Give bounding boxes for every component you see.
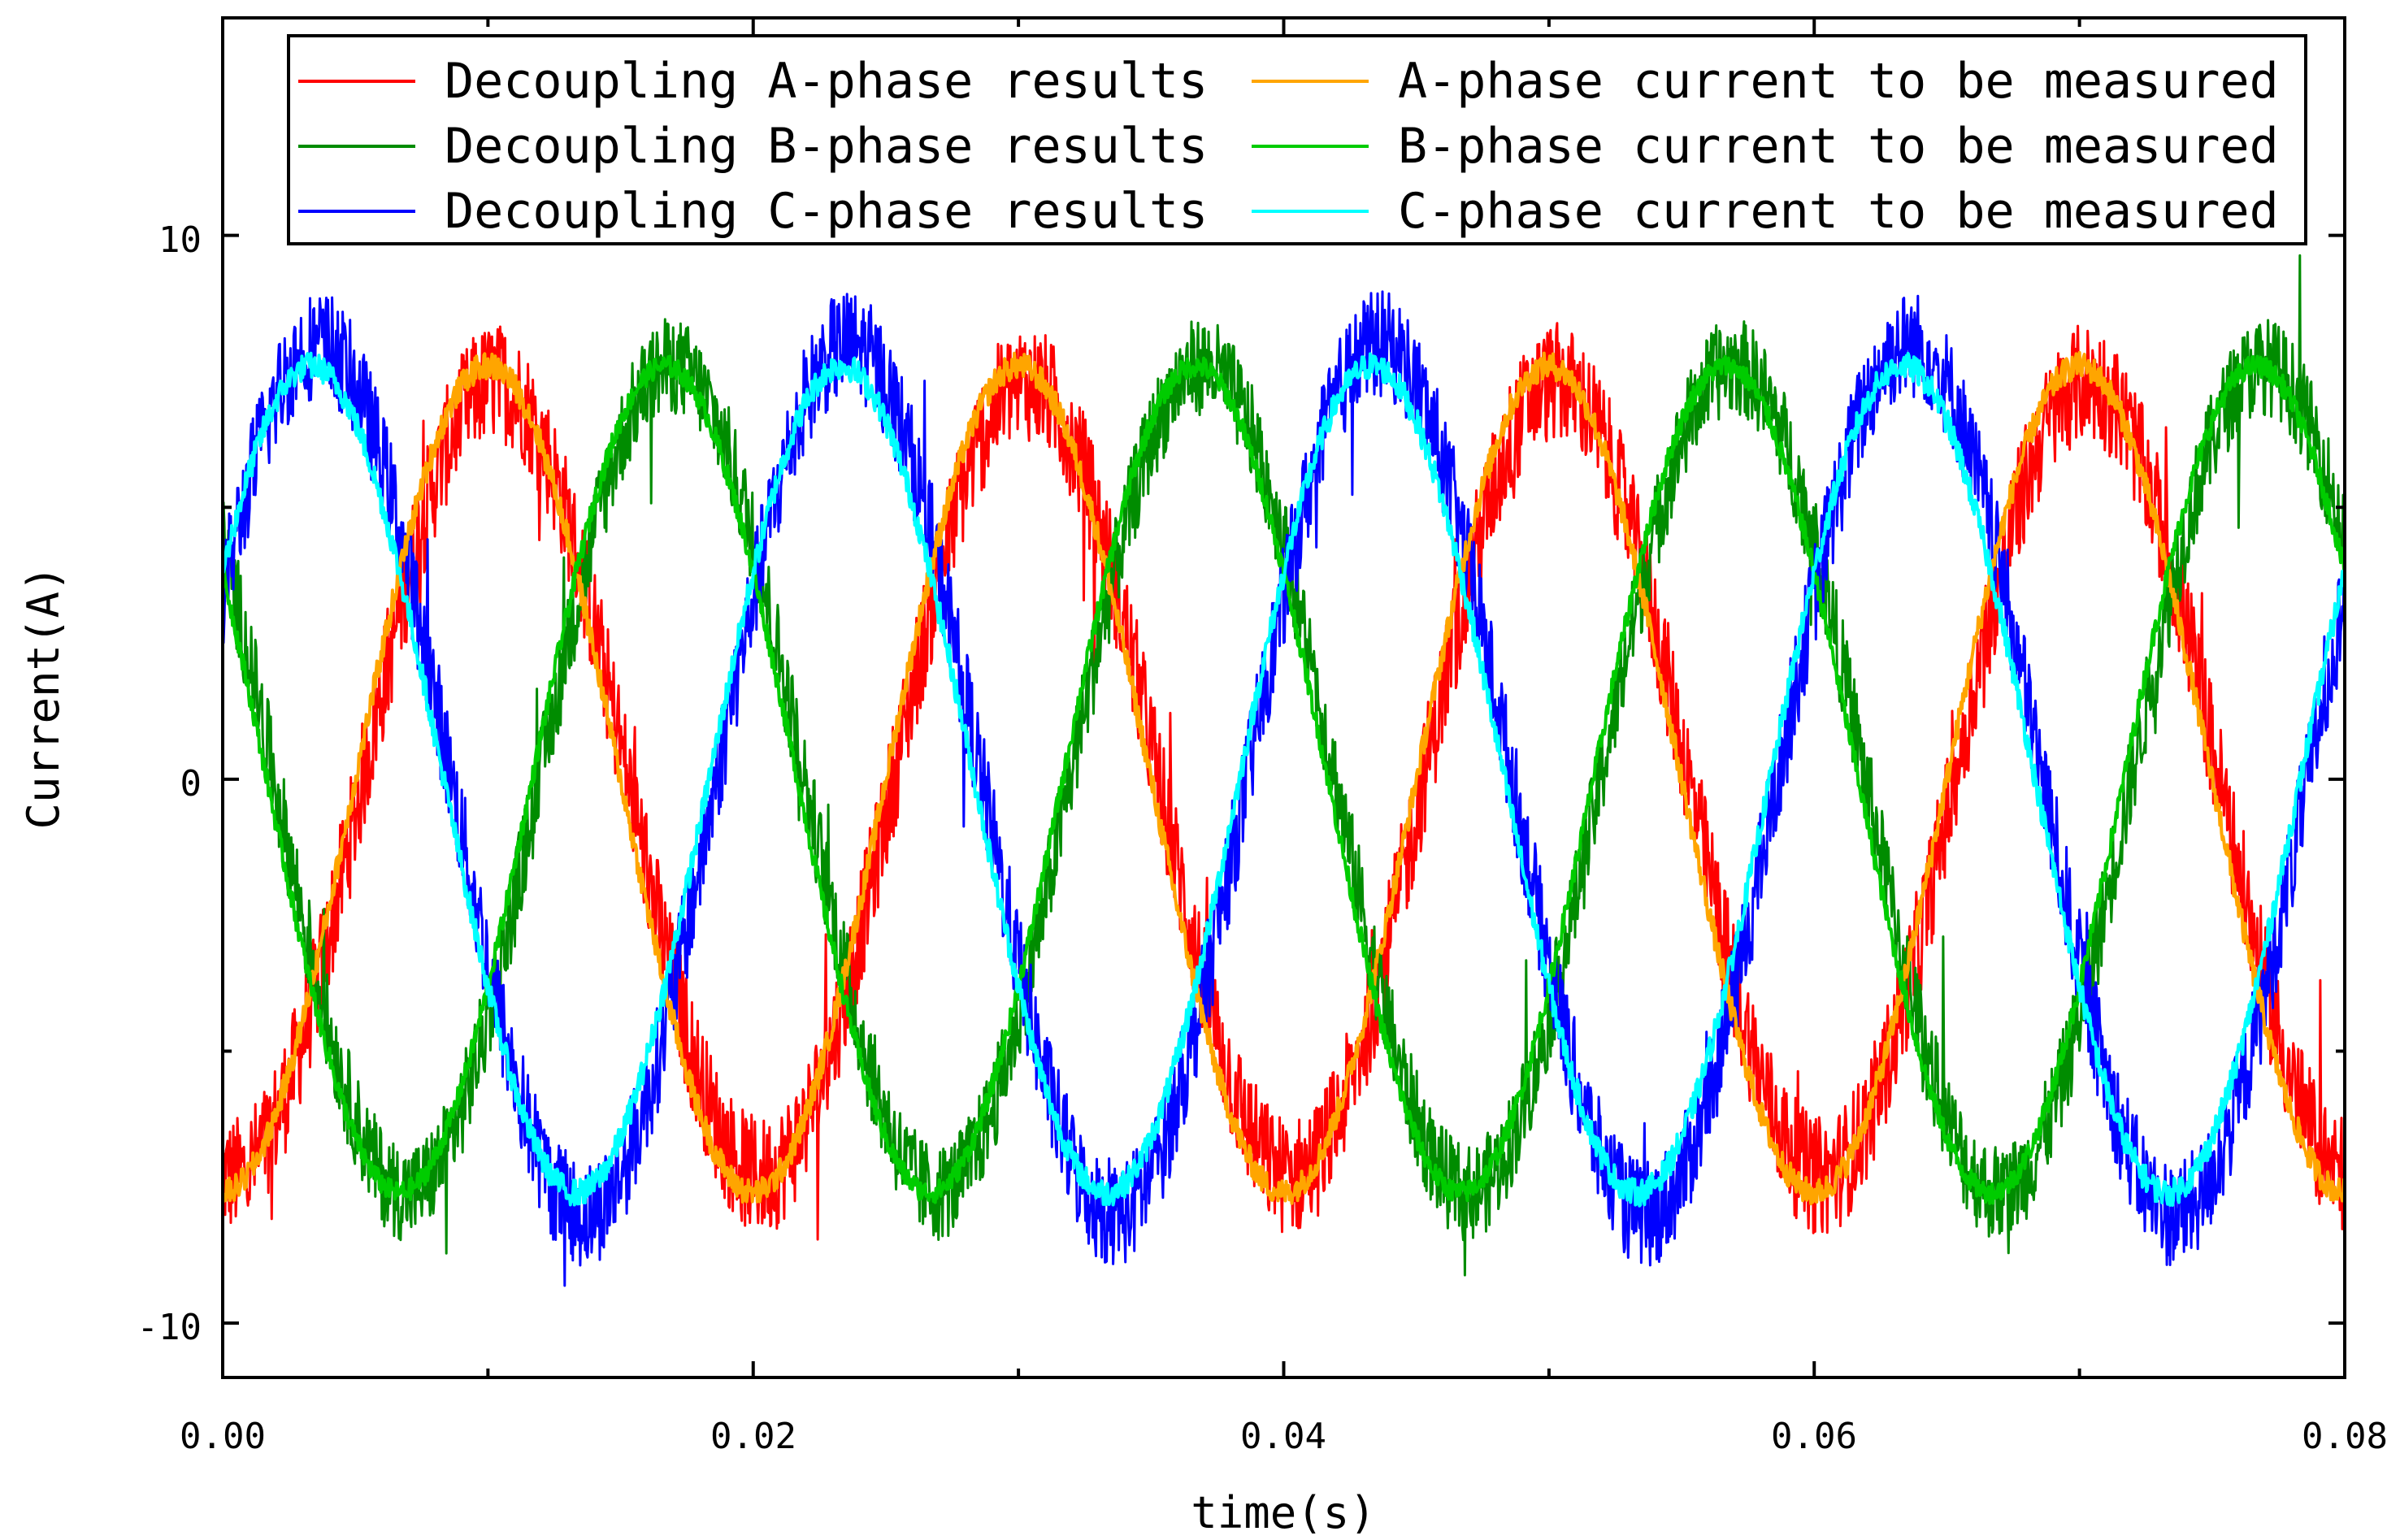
x-axis-title: time(s)	[1191, 1487, 1376, 1538]
x-tick-label-1: 0.02	[710, 1416, 796, 1457]
y-tick-label-neg10: -10	[137, 1307, 202, 1348]
series-line-0	[223, 322, 2345, 1241]
y-tick-label-10: 10	[158, 219, 202, 261]
x-tick-label-2: 0.04	[1240, 1416, 1326, 1457]
legend: Decoupling A-phase results Decoupling B-…	[287, 34, 2307, 245]
x-tick-label-4: 0.08	[2302, 1416, 2388, 1457]
x-tick-label-0: 0.00	[180, 1416, 266, 1457]
series-line-2	[223, 290, 2345, 1287]
ticks-layer	[221, 18, 2346, 1377]
legend-label-a-measured: A-phase current to be measured	[1398, 53, 2279, 110]
series-line-5	[223, 351, 2345, 1208]
y-tick-label-0: 0	[180, 763, 202, 805]
y-axis-title: Current(A)	[18, 565, 69, 829]
x-tick-label-3: 0.06	[1771, 1416, 1857, 1457]
legend-label-c-decoupled: Decoupling C-phase results	[445, 183, 1208, 240]
series-layer	[223, 254, 2345, 1287]
legend-label-b-decoupled: Decoupling B-phase results	[445, 118, 1208, 175]
legend-label-b-measured: B-phase current to be measured	[1398, 118, 2279, 175]
legend-label-a-decoupled: Decoupling A-phase results	[445, 53, 1208, 110]
legend-label-c-measured: C-phase current to be measured	[1398, 183, 2279, 240]
legend-box	[287, 34, 2307, 245]
